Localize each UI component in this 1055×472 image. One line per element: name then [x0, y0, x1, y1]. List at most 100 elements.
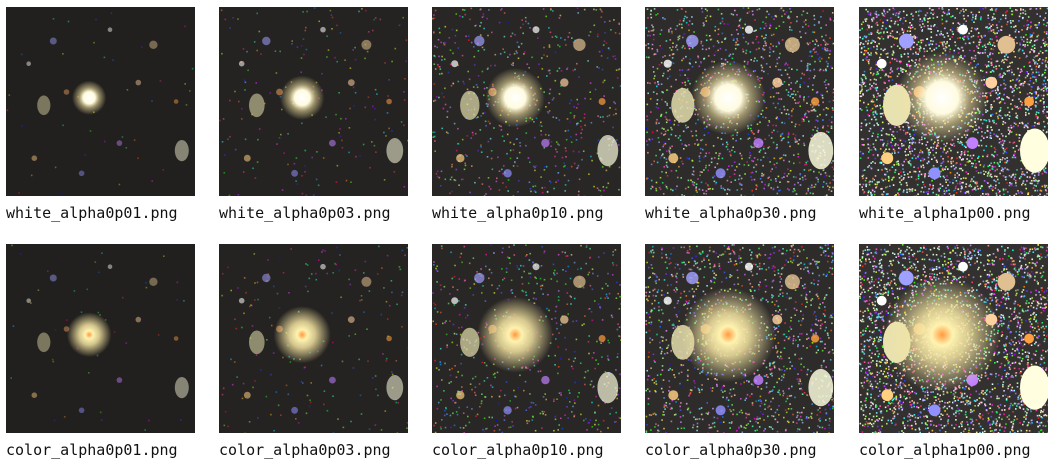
main-galaxy: [485, 68, 545, 128]
background-source: [460, 327, 480, 357]
background-source: [597, 135, 619, 167]
background-source: [173, 336, 179, 341]
background-source: [361, 39, 372, 50]
background-source: [532, 26, 540, 34]
background-source: [173, 99, 179, 104]
tile-color-alpha0p10: color_alpha0p10.png: [432, 244, 622, 459]
background-source: [958, 24, 968, 35]
background-source: [320, 26, 326, 33]
background-source: [107, 27, 113, 32]
main-galaxy: [72, 80, 107, 115]
background-source: [291, 169, 298, 177]
background-source: [320, 263, 326, 270]
background-source: [881, 152, 894, 165]
background-source: [107, 264, 113, 269]
background-source: [347, 316, 355, 323]
background-source: [715, 405, 726, 416]
galaxy-render: [6, 244, 195, 433]
background-source: [541, 138, 550, 148]
background-source: [663, 296, 672, 305]
background-source: [715, 168, 726, 179]
background-source: [784, 274, 800, 290]
background-source: [958, 261, 968, 272]
background-source: [997, 35, 1016, 54]
background-source: [876, 58, 887, 69]
galaxy-image: [432, 7, 621, 196]
background-source: [808, 368, 834, 407]
background-source: [598, 98, 606, 105]
background-source: [329, 139, 336, 147]
background-source: [772, 77, 783, 88]
background-source: [1024, 333, 1034, 344]
background-source: [928, 167, 941, 180]
galaxy-render: [859, 244, 1048, 433]
galaxy-image: [6, 244, 195, 433]
galaxy-image: [859, 244, 1048, 433]
background-source: [174, 140, 189, 162]
background-source: [753, 138, 764, 149]
background-source: [928, 404, 941, 417]
image-caption: color_alpha0p03.png: [219, 441, 391, 459]
background-source: [898, 33, 914, 49]
background-source: [249, 93, 265, 118]
background-source: [503, 169, 512, 178]
background-source: [26, 298, 32, 303]
background-source: [78, 407, 85, 414]
background-source: [1020, 365, 1048, 410]
main-galaxy: [66, 312, 112, 358]
background-source: [560, 78, 569, 87]
background-source: [262, 273, 271, 283]
background-source: [135, 316, 142, 323]
galaxy-render: [432, 7, 621, 196]
galaxy-render: [6, 7, 195, 196]
background-source: [876, 295, 887, 306]
background-source: [474, 35, 485, 47]
tile-color-alpha1p00: color_alpha1p00.png: [859, 244, 1049, 459]
background-source: [966, 137, 979, 150]
galaxy-render: [432, 244, 621, 433]
tile-white-alpha0p01: white_alpha0p01.png: [6, 7, 196, 222]
background-source: [811, 97, 820, 106]
background-source: [668, 390, 679, 401]
image-caption: white_alpha0p01.png: [6, 204, 178, 222]
background-source: [116, 140, 123, 146]
background-source: [31, 155, 38, 161]
image-caption: color_alpha0p10.png: [432, 441, 604, 459]
background-source: [668, 153, 679, 164]
background-source: [474, 272, 485, 284]
background-source: [456, 391, 465, 400]
background-source: [811, 334, 820, 343]
background-source: [49, 274, 57, 282]
main-galaxy: [680, 287, 776, 383]
background-source: [573, 38, 586, 51]
background-source: [451, 297, 459, 305]
sky-noise: [432, 244, 621, 433]
main-galaxy: [884, 276, 1001, 393]
background-source: [686, 34, 699, 48]
background-source: [37, 332, 51, 353]
galaxy-image: [432, 244, 621, 433]
background-source: [744, 25, 754, 34]
main-galaxy: [896, 51, 989, 144]
background-source: [291, 406, 298, 414]
background-source: [597, 372, 619, 404]
tile-white-alpha0p30: white_alpha0p30.png: [645, 7, 835, 222]
galaxy-image: [645, 7, 834, 196]
background-source: [329, 376, 336, 384]
sky-noise: [10, 244, 185, 431]
background-source: [598, 335, 606, 342]
background-source: [262, 36, 271, 46]
background-source: [386, 98, 392, 105]
tile-color-alpha0p03: color_alpha0p03.png: [219, 244, 409, 459]
image-caption: white_alpha0p30.png: [645, 204, 817, 222]
tile-white-alpha1p00: white_alpha1p00.png: [859, 7, 1049, 222]
tile-color-alpha0p30: color_alpha0p30.png: [645, 244, 835, 459]
background-source: [744, 262, 754, 271]
galaxy-image: [219, 244, 408, 433]
background-source: [149, 277, 158, 286]
background-source: [671, 87, 695, 123]
background-source: [784, 37, 800, 53]
background-source: [985, 76, 998, 89]
background-source: [149, 40, 158, 49]
tile-white-alpha0p03: white_alpha0p03.png: [219, 7, 409, 222]
